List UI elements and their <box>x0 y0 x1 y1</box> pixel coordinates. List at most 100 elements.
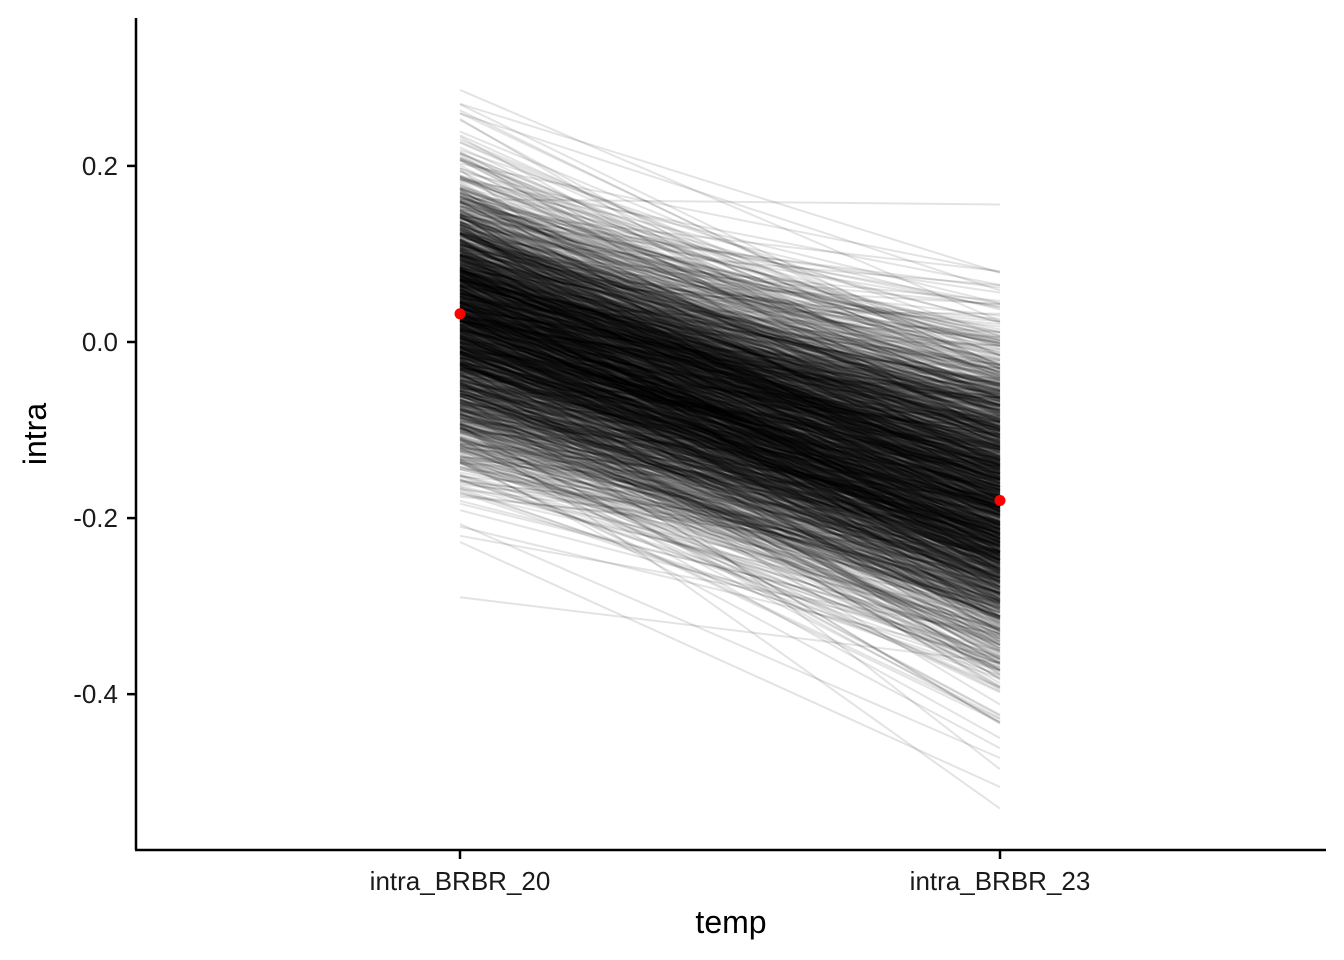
series-line <box>459 228 1001 413</box>
series-line <box>459 199 1001 344</box>
series-line <box>459 200 1001 387</box>
series-line <box>459 269 1001 480</box>
series-line <box>459 369 1001 511</box>
series-line <box>459 336 1001 570</box>
series-line <box>459 268 1001 617</box>
series-line <box>459 335 1001 484</box>
series-line <box>459 327 1001 557</box>
series-line <box>459 406 1001 624</box>
series-line <box>459 221 1001 413</box>
series-line <box>459 458 1001 631</box>
series-line <box>459 405 1001 652</box>
series-line <box>459 187 1001 342</box>
series-line <box>459 311 1001 525</box>
series-line <box>459 403 1001 468</box>
series-line <box>459 447 1001 554</box>
series-line <box>459 420 1001 464</box>
series-line <box>459 349 1001 610</box>
series-line <box>459 201 1001 443</box>
series-line <box>459 294 1001 492</box>
series-line <box>459 239 1001 451</box>
series-line <box>459 271 1001 500</box>
series-line <box>459 378 1001 508</box>
series-line <box>459 353 1001 580</box>
series-line <box>459 343 1001 526</box>
series-line <box>459 402 1001 531</box>
series-line <box>459 386 1001 505</box>
series-line <box>459 214 1001 341</box>
series-line <box>459 198 1001 417</box>
series-line <box>459 338 1001 482</box>
series-line <box>459 371 1001 595</box>
series-line <box>459 204 1001 374</box>
series-line <box>459 413 1001 547</box>
series-line <box>459 380 1001 486</box>
series-line <box>459 278 1001 433</box>
series-line <box>459 300 1001 502</box>
series-line <box>459 329 1001 649</box>
series-line <box>459 353 1001 527</box>
series-line <box>459 232 1001 414</box>
series-line <box>459 185 1001 492</box>
series-line <box>459 346 1001 554</box>
series-line <box>459 317 1001 488</box>
series-line <box>459 431 1001 607</box>
series-line <box>459 232 1001 458</box>
series-line <box>459 390 1001 523</box>
series-line <box>459 381 1001 438</box>
series-line <box>459 384 1001 546</box>
series-line <box>459 408 1001 481</box>
series-line <box>459 286 1001 618</box>
series-line <box>459 341 1001 525</box>
series-line <box>459 369 1001 529</box>
series-line <box>459 213 1001 505</box>
series-line <box>459 425 1001 574</box>
series-line <box>459 439 1001 720</box>
series-line <box>459 244 1001 392</box>
series-line <box>459 452 1001 669</box>
series-line <box>459 278 1001 475</box>
series-line <box>459 235 1001 386</box>
series-line <box>459 384 1001 474</box>
series-line <box>459 318 1001 526</box>
series-line <box>459 424 1001 723</box>
series-line <box>459 260 1001 476</box>
series-line <box>459 320 1001 515</box>
series-line <box>459 375 1001 559</box>
x-tick-label: intra_BRBR_20 <box>370 866 551 896</box>
series-line <box>459 311 1001 510</box>
series-line <box>459 427 1001 502</box>
series-line <box>459 295 1001 508</box>
series-line <box>459 353 1001 524</box>
series-line <box>459 194 1001 400</box>
series-line <box>459 286 1001 481</box>
series-line <box>459 306 1001 417</box>
series-line <box>459 215 1001 423</box>
series-line <box>459 267 1001 370</box>
series-line <box>459 273 1001 448</box>
series-line <box>459 280 1001 490</box>
series-line <box>459 266 1001 519</box>
series-line <box>459 431 1001 531</box>
series-line <box>459 313 1001 466</box>
series-line <box>459 411 1001 509</box>
series-line <box>459 279 1001 472</box>
series-line <box>459 287 1001 431</box>
series-line <box>459 335 1001 580</box>
series-line <box>459 321 1001 533</box>
series-line <box>459 262 1001 454</box>
series-line <box>459 348 1001 475</box>
series-line <box>459 308 1001 548</box>
series-line <box>459 170 1001 435</box>
series-line <box>459 255 1001 476</box>
series-line <box>459 446 1001 672</box>
series-line <box>459 215 1001 508</box>
series-line <box>459 328 1001 462</box>
series-line <box>459 269 1001 497</box>
series-line <box>459 364 1001 535</box>
series-line <box>459 309 1001 517</box>
series-line <box>459 282 1001 458</box>
series-line <box>459 285 1001 439</box>
series-line <box>459 354 1001 515</box>
series-line <box>459 285 1001 551</box>
